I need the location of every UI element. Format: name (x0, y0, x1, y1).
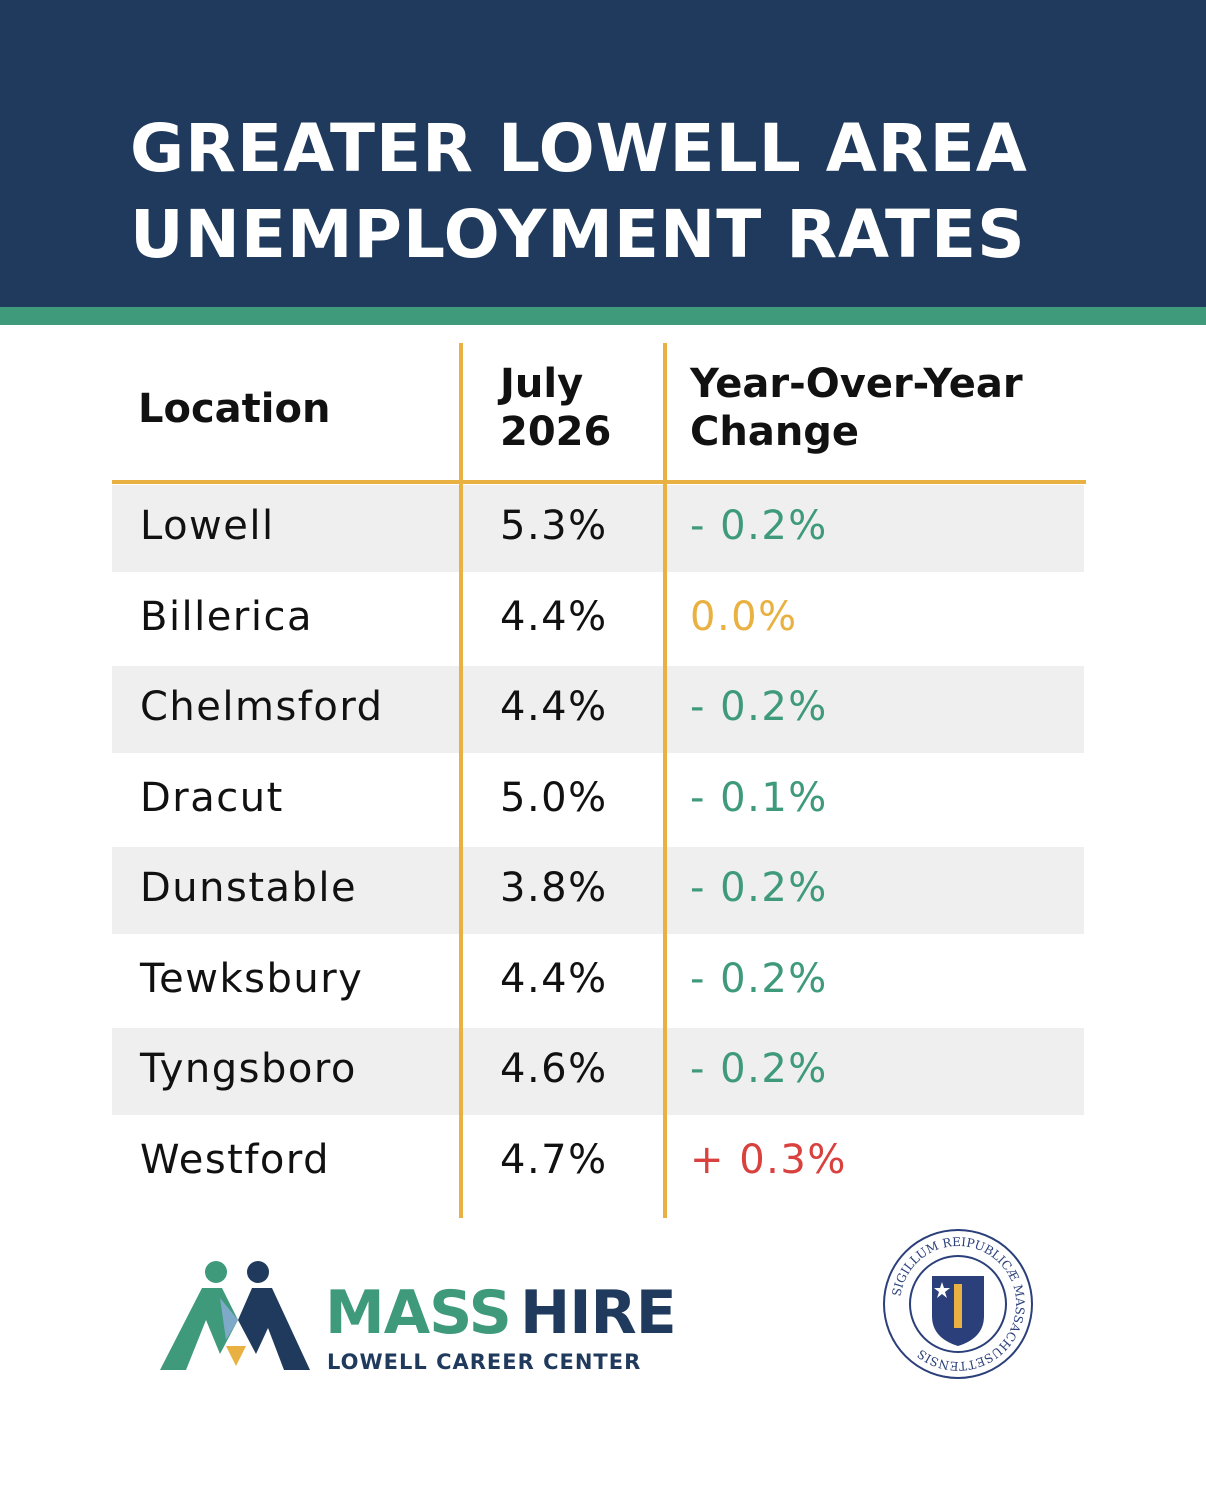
location-cell: Tewksbury (140, 955, 364, 1002)
row-background (112, 666, 1084, 753)
location-cell: Billerica (140, 593, 313, 640)
change-cell: - 0.2% (690, 1046, 828, 1092)
rate-cell: 4.4% (500, 955, 608, 1002)
rate-cell: 5.0% (500, 774, 608, 821)
row-background (112, 485, 1084, 572)
change-cell: - 0.2% (690, 955, 828, 1002)
rate-cell: 4.6% (500, 1046, 608, 1092)
rate-cell: 4.4% (500, 684, 608, 730)
rate-cell: 5.3% (500, 503, 608, 549)
change-cell: + 0.3% (690, 1136, 847, 1183)
column-header: July 2026 (500, 361, 612, 455)
column-header: Year-Over-Year Change (690, 361, 1023, 455)
change-cell: - 0.2% (690, 865, 828, 911)
location-cell: Chelmsford (140, 684, 384, 730)
location-cell: Dunstable (140, 865, 358, 911)
brand-name: HIRE (520, 1278, 677, 1348)
masshire-icon (160, 1261, 310, 1370)
column-header: Location (138, 386, 331, 432)
location-cell: Lowell (140, 503, 275, 549)
accent-stripe (0, 307, 1206, 325)
header-banner: GREATER LOWELL AREA UNEMPLOYMENT RATES (0, 0, 1206, 307)
change-cell: 0.0% (690, 593, 798, 640)
change-cell: - 0.2% (690, 503, 828, 549)
location-cell: Dracut (140, 774, 284, 821)
brand-name: MASS (325, 1278, 512, 1348)
title: GREATER LOWELL AREA (130, 110, 1028, 187)
header-divider (112, 480, 1086, 484)
column-divider (663, 343, 667, 1218)
row-background (112, 847, 1084, 934)
state-seal: SIGILLUM REIPUBLICÆ MASSACHUSETTENSIS (883, 1229, 1033, 1379)
title: UNEMPLOYMENT RATES (130, 196, 1026, 273)
location-cell: Tyngsboro (140, 1046, 357, 1092)
rate-cell: 4.7% (500, 1136, 608, 1183)
brand-subtitle: LOWELL CAREER CENTER (327, 1350, 642, 1374)
change-cell: - 0.1% (690, 774, 828, 821)
column-divider (459, 343, 463, 1218)
rate-cell: 4.4% (500, 593, 608, 640)
location-cell: Westford (140, 1136, 331, 1183)
rate-cell: 3.8% (500, 865, 608, 911)
change-cell: - 0.2% (690, 684, 828, 730)
row-background (112, 1028, 1084, 1115)
